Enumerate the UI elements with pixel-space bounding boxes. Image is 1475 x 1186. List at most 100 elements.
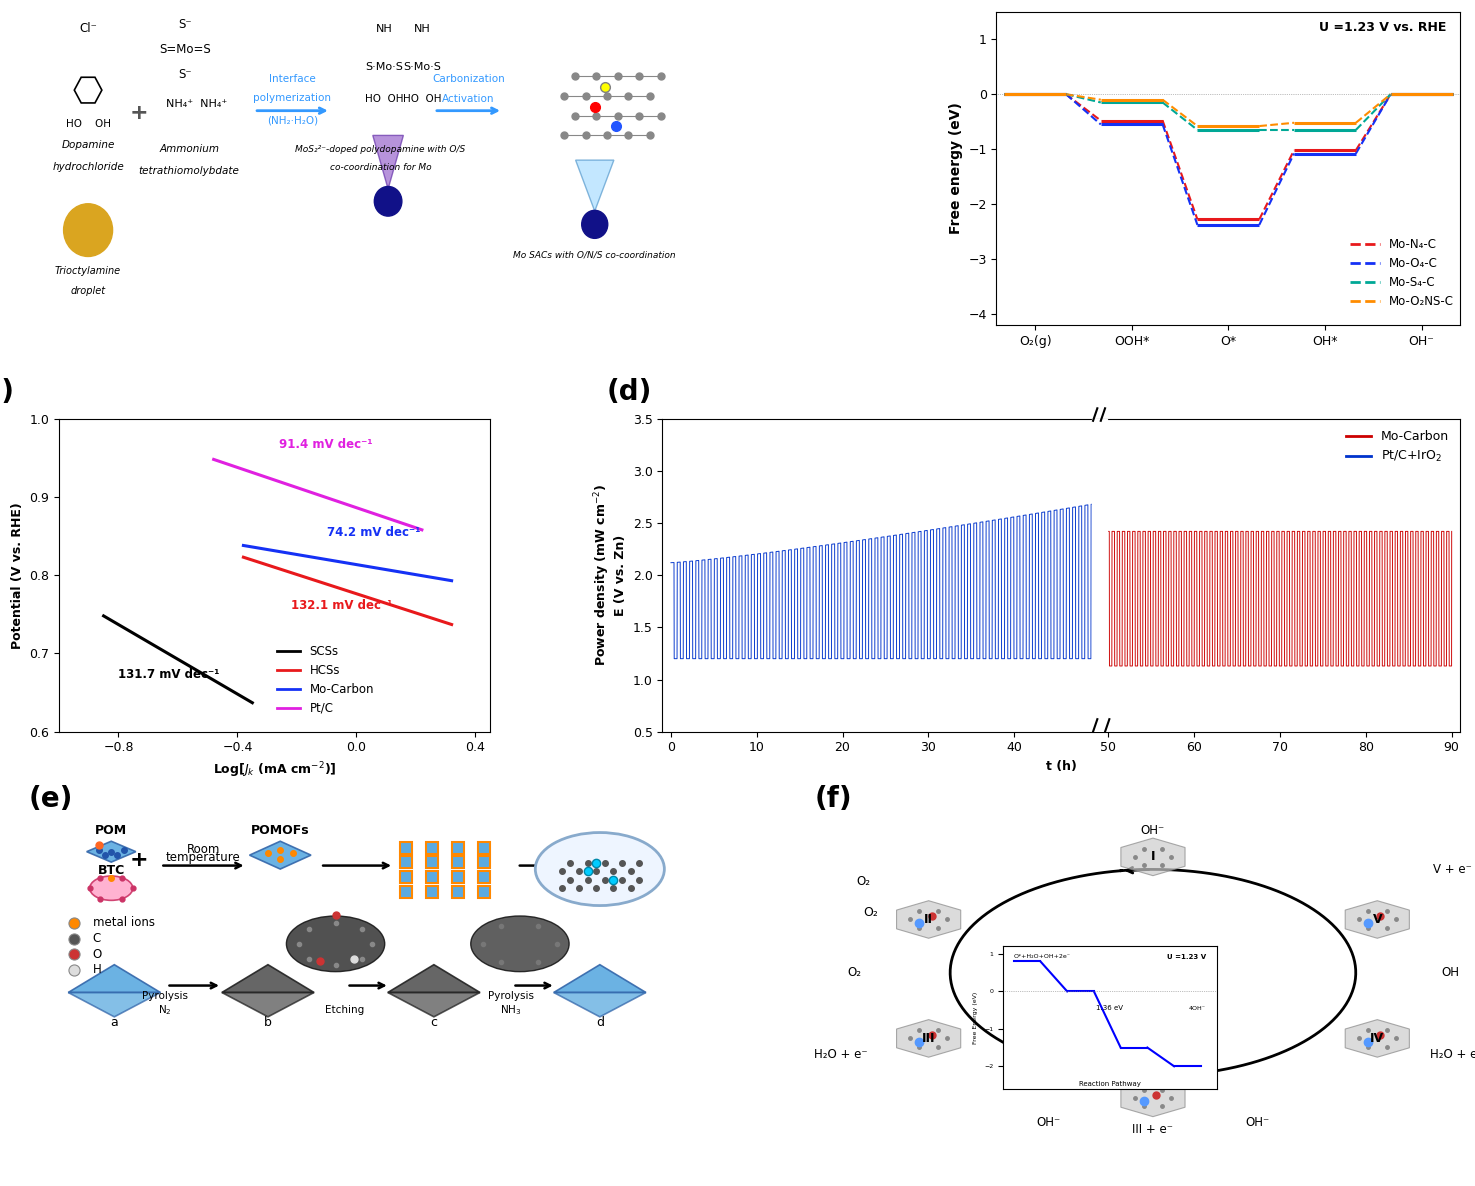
Text: O₂: O₂ xyxy=(847,967,861,980)
Polygon shape xyxy=(87,841,136,862)
Text: +: + xyxy=(130,849,148,869)
Text: NH₄⁺  NH₄⁺: NH₄⁺ NH₄⁺ xyxy=(167,98,227,109)
Text: Interface: Interface xyxy=(268,74,316,84)
Text: H₂O + e⁻: H₂O + e⁻ xyxy=(1429,1047,1475,1060)
Y-axis label: Free Energy (eV): Free Energy (eV) xyxy=(974,991,978,1044)
Polygon shape xyxy=(388,993,479,1016)
Text: d: d xyxy=(596,1015,603,1028)
Text: O*+H₂O+OH+2e⁻: O*+H₂O+OH+2e⁻ xyxy=(1013,954,1071,958)
Text: (e): (e) xyxy=(28,785,72,814)
Circle shape xyxy=(63,204,112,256)
Text: 74.2 mV dec⁻¹: 74.2 mV dec⁻¹ xyxy=(326,527,420,540)
Text: V + e⁻: V + e⁻ xyxy=(1432,863,1472,876)
Text: OH⁻: OH⁻ xyxy=(1245,1116,1270,1129)
Text: Reaction Pathway: Reaction Pathway xyxy=(1080,1080,1140,1086)
Circle shape xyxy=(471,916,569,971)
Polygon shape xyxy=(68,964,161,993)
Text: (c): (c) xyxy=(0,378,15,406)
Text: (NH₂·H₂O): (NH₂·H₂O) xyxy=(267,115,319,125)
Legend: SCSs, HCSs, Mo-Carbon, Pt/C: SCSs, HCSs, Mo-Carbon, Pt/C xyxy=(271,640,379,720)
Text: C: C xyxy=(93,932,102,945)
Text: OH: OH xyxy=(1441,967,1460,980)
Text: HO    OH: HO OH xyxy=(65,119,111,129)
Circle shape xyxy=(581,210,608,238)
Y-axis label: Power density (mW cm$^{-2}$)
E (V vs. Zn): Power density (mW cm$^{-2}$) E (V vs. Zn… xyxy=(593,484,627,667)
Polygon shape xyxy=(575,160,614,211)
Polygon shape xyxy=(221,993,314,1016)
Text: POM: POM xyxy=(96,824,127,837)
Text: S·Mo·S: S·Mo·S xyxy=(404,62,441,71)
Text: S=Mo=S: S=Mo=S xyxy=(159,43,211,56)
Circle shape xyxy=(286,916,385,971)
Text: Trioctylamine: Trioctylamine xyxy=(55,266,121,276)
Text: 91.4 mV dec⁻¹: 91.4 mV dec⁻¹ xyxy=(279,438,373,451)
Text: O₂: O₂ xyxy=(857,875,870,888)
Text: I: I xyxy=(1150,850,1155,863)
Text: temperature: temperature xyxy=(167,852,240,865)
Text: Mo SACs with O/N/S co-coordination: Mo SACs with O/N/S co-coordination xyxy=(513,250,676,260)
Circle shape xyxy=(90,876,133,900)
Text: III + e⁻: III + e⁻ xyxy=(1133,1123,1174,1136)
Polygon shape xyxy=(1121,839,1184,875)
Text: HO  OH: HO OH xyxy=(403,95,442,104)
Text: Room: Room xyxy=(187,843,220,856)
Text: U =1.23 V vs. RHE: U =1.23 V vs. RHE xyxy=(1319,21,1447,34)
X-axis label: Log[$J_k$ (mA cm$^{-2}$)]: Log[$J_k$ (mA cm$^{-2}$)] xyxy=(212,760,336,779)
Text: NH: NH xyxy=(376,25,392,34)
Polygon shape xyxy=(221,964,314,993)
Text: S⁻: S⁻ xyxy=(178,18,192,31)
Text: OH⁻: OH⁻ xyxy=(1140,824,1165,837)
Polygon shape xyxy=(553,964,646,993)
Text: droplet: droplet xyxy=(71,286,106,295)
Text: co-coordination for Mo: co-coordination for Mo xyxy=(329,162,431,172)
Polygon shape xyxy=(1121,1079,1184,1117)
Text: Ammonium: Ammonium xyxy=(159,144,220,154)
Legend: Mo-Carbon, Pt/C+IrO$_2$: Mo-Carbon, Pt/C+IrO$_2$ xyxy=(1341,425,1454,470)
Text: MoS₂²⁻-doped polydopamine with O/S: MoS₂²⁻-doped polydopamine with O/S xyxy=(295,145,466,154)
Text: tetrathiomolybdate: tetrathiomolybdate xyxy=(139,166,239,176)
Polygon shape xyxy=(68,993,161,1016)
Text: BTC: BTC xyxy=(97,865,125,878)
Text: 131.7 mV dec⁻¹: 131.7 mV dec⁻¹ xyxy=(118,669,220,682)
Text: Dopamine: Dopamine xyxy=(62,140,115,149)
Text: O: O xyxy=(93,948,102,961)
Text: Pyrolysis
$\mathrm{NH_3}$: Pyrolysis $\mathrm{NH_3}$ xyxy=(488,991,534,1018)
Polygon shape xyxy=(249,841,311,869)
Y-axis label: Potential (V vs. RHE): Potential (V vs. RHE) xyxy=(10,502,24,649)
Text: S·Mo·S: S·Mo·S xyxy=(366,62,403,71)
Text: a: a xyxy=(111,1015,118,1028)
Text: Etching: Etching xyxy=(324,1006,364,1015)
Text: 4OH⁻: 4OH⁻ xyxy=(1189,1007,1207,1012)
X-axis label: t (h): t (h) xyxy=(1046,760,1077,773)
Bar xyxy=(1092,419,1106,732)
Text: 132.1 mV dec⁻¹: 132.1 mV dec⁻¹ xyxy=(291,599,392,612)
Text: b: b xyxy=(264,1015,271,1028)
Text: Activation: Activation xyxy=(442,95,494,104)
Polygon shape xyxy=(388,964,479,993)
Text: H: H xyxy=(93,963,102,976)
Text: IV: IV xyxy=(1370,1032,1385,1045)
Polygon shape xyxy=(1345,900,1409,938)
Text: polymerization: polymerization xyxy=(254,93,332,103)
Text: c: c xyxy=(431,1015,438,1028)
Polygon shape xyxy=(553,993,646,1016)
Text: Pyrolysis
$\mathrm{N_2}$: Pyrolysis $\mathrm{N_2}$ xyxy=(142,991,187,1018)
Polygon shape xyxy=(897,1020,960,1057)
Text: H₂O + e⁻: H₂O + e⁻ xyxy=(814,1047,867,1060)
Text: (f): (f) xyxy=(814,785,853,814)
Polygon shape xyxy=(373,135,403,189)
Text: POMOFs: POMOFs xyxy=(251,824,310,837)
Text: OH⁻: OH⁻ xyxy=(1037,1116,1061,1129)
Circle shape xyxy=(375,186,401,216)
Text: III: III xyxy=(922,1032,935,1045)
Text: 1.36 eV: 1.36 eV xyxy=(1096,1006,1124,1012)
Text: U =1.23 V: U =1.23 V xyxy=(1167,954,1207,959)
Legend: Mo-N₄-C, Mo-O₄-C, Mo-S₄-C, Mo-O₂NS-C: Mo-N₄-C, Mo-O₄-C, Mo-S₄-C, Mo-O₂NS-C xyxy=(1345,234,1459,313)
Text: HO  OH: HO OH xyxy=(364,95,404,104)
Text: Carbonization: Carbonization xyxy=(432,74,504,84)
Circle shape xyxy=(535,833,664,906)
Text: metal ions: metal ions xyxy=(93,917,155,930)
Text: NH: NH xyxy=(414,25,431,34)
Polygon shape xyxy=(897,900,960,938)
Y-axis label: Free energy (eV): Free energy (eV) xyxy=(948,102,963,235)
